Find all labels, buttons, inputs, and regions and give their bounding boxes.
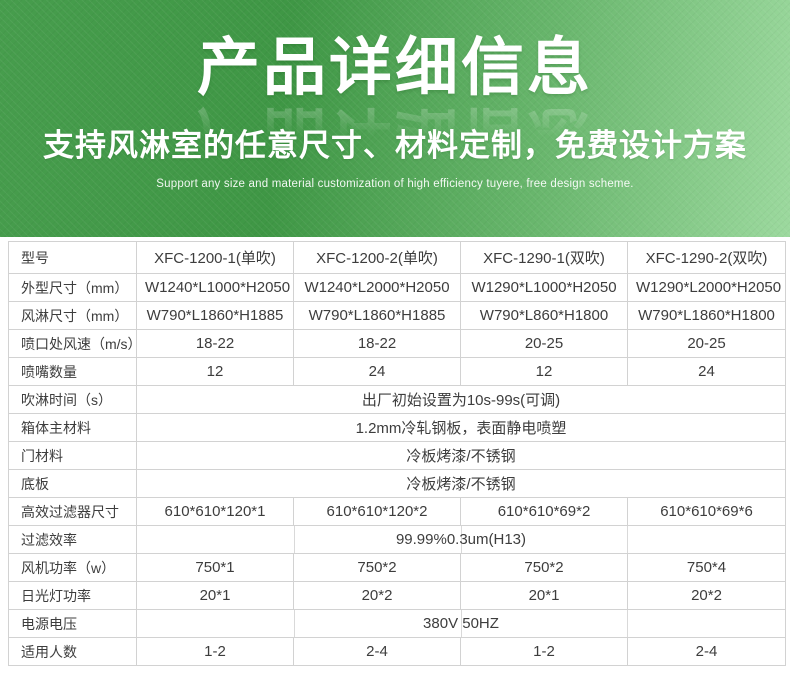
spec-cell: 20-25	[460, 329, 628, 358]
spec-cell: 20*1	[460, 581, 628, 610]
spec-cell: 750*2	[460, 553, 628, 582]
spec-cell: 1-2	[460, 637, 628, 666]
spec-cell: XFC-1290-2(双吹)	[627, 241, 786, 274]
spec-cell-merged: 冷板烤漆/不锈钢	[136, 469, 786, 498]
spec-cell: W790*L1860*H1885	[136, 301, 294, 330]
spec-row-nozzle-count: 喷嘴数量 12 24 12 24	[8, 357, 786, 386]
spec-row-label: 过滤效率	[8, 525, 137, 554]
spec-cell-merged: 冷板烤漆/不锈钢	[136, 441, 786, 470]
spec-cell: XFC-1200-1(单吹)	[136, 241, 294, 274]
spec-row-label: 风机功率（w）	[8, 553, 137, 582]
spec-cell: W790*L860*H1800	[460, 301, 628, 330]
spec-cell: 24	[293, 357, 461, 386]
spec-row-label: 底板	[8, 469, 137, 498]
spec-cell: 20-25	[627, 329, 786, 358]
spec-cell: 750*1	[136, 553, 294, 582]
spec-cell: 20*1	[136, 581, 294, 610]
spec-row-label: 适用人数	[8, 637, 137, 666]
spec-table: 型号 XFC-1200-1(单吹) XFC-1200-2(单吹) XFC-129…	[8, 241, 786, 666]
spec-cell-merged: 380V 50HZ	[136, 609, 786, 638]
spec-cell: 18-22	[136, 329, 294, 358]
spec-cell: 1-2	[136, 637, 294, 666]
spec-row-door-material: 门材料 冷板烤漆/不锈钢	[8, 441, 786, 470]
spec-cell: 750*4	[627, 553, 786, 582]
spec-cell: 610*610*69*6	[627, 497, 786, 526]
spec-cell: 2-4	[293, 637, 461, 666]
spec-cell-merged: 99.99%0.3um(H13)	[136, 525, 786, 554]
spec-row-label: 风淋尺寸（mm）	[8, 301, 137, 330]
spec-row-lamp-power: 日光灯功率 20*1 20*2 20*1 20*2	[8, 581, 786, 610]
spec-cell: W1290*L2000*H2050	[627, 273, 786, 302]
spec-cell: 610*610*69*2	[460, 497, 628, 526]
page-subtitle-english: Support any size and material customizat…	[156, 178, 634, 190]
spec-row-fan-power: 风机功率（w） 750*1 750*2 750*2 750*4	[8, 553, 786, 582]
spec-cell: XFC-1200-2(单吹)	[293, 241, 461, 274]
spec-row-base-plate: 底板 冷板烤漆/不锈钢	[8, 469, 786, 498]
spec-cell: W790*L1860*H1800	[627, 301, 786, 330]
spec-row-label: 喷口处风速（m/s）	[8, 329, 137, 358]
spec-row-label: 型号	[8, 241, 137, 274]
spec-row-voltage: 电源电压 380V 50HZ	[8, 609, 786, 638]
spec-table-container: 型号 XFC-1200-1(单吹) XFC-1200-2(单吹) XFC-129…	[0, 237, 790, 666]
spec-row-shower-size: 风淋尺寸（mm） W790*L1860*H1885 W790*L1860*H18…	[8, 301, 786, 330]
spec-cell: W1240*L1000*H2050	[136, 273, 294, 302]
spec-row-label: 门材料	[8, 441, 137, 470]
spec-row-label: 箱体主材料	[8, 413, 137, 442]
spec-cell: 610*610*120*1	[136, 497, 294, 526]
spec-cell: 20*2	[293, 581, 461, 610]
spec-row-label: 日光灯功率	[8, 581, 137, 610]
spec-cell: 750*2	[293, 553, 461, 582]
spec-cell: W790*L1860*H1885	[293, 301, 461, 330]
spec-row-filter-size: 高效过滤器尺寸 610*610*120*1 610*610*120*2 610*…	[8, 497, 786, 526]
page-title: 产品详细信息	[197, 33, 593, 103]
spec-cell: XFC-1290-1(双吹)	[460, 241, 628, 274]
spec-row-filter-efficiency: 过滤效率 99.99%0.3um(H13)	[8, 525, 786, 554]
spec-row-outer-size: 外型尺寸（mm） W1240*L1000*H2050 W1240*L2000*H…	[8, 273, 786, 302]
spec-cell-merged: 1.2mm冷轧钢板，表面静电喷塑	[136, 413, 786, 442]
spec-cell: 610*610*120*2	[293, 497, 461, 526]
spec-cell: 24	[627, 357, 786, 386]
page-subtitle: 支持风淋室的任意尺寸、材料定制，免费设计方案	[43, 128, 747, 163]
spec-cell: W1290*L1000*H2050	[460, 273, 628, 302]
spec-cell: 2-4	[627, 637, 786, 666]
spec-row-label: 高效过滤器尺寸	[8, 497, 137, 526]
spec-row-label: 吹淋时间（s）	[8, 385, 137, 414]
spec-cell: 12	[136, 357, 294, 386]
spec-row-blow-time: 吹淋时间（s） 出厂初始设置为10s-99s(可调)	[8, 385, 786, 414]
spec-row-cabinet-material: 箱体主材料 1.2mm冷轧钢板，表面静电喷塑	[8, 413, 786, 442]
spec-row-capacity: 适用人数 1-2 2-4 1-2 2-4	[8, 637, 786, 666]
spec-row-label: 喷嘴数量	[8, 357, 137, 386]
spec-cell: 20*2	[627, 581, 786, 610]
spec-cell-merged: 出厂初始设置为10s-99s(可调)	[136, 385, 786, 414]
spec-row-model: 型号 XFC-1200-1(单吹) XFC-1200-2(单吹) XFC-129…	[8, 241, 786, 274]
spec-row-label: 电源电压	[8, 609, 137, 638]
spec-cell: 18-22	[293, 329, 461, 358]
spec-cell: 12	[460, 357, 628, 386]
spec-row-wind-speed: 喷口处风速（m/s） 18-22 18-22 20-25 20-25	[8, 329, 786, 358]
spec-row-label: 外型尺寸（mm）	[8, 273, 137, 302]
spec-cell: W1240*L2000*H2050	[293, 273, 461, 302]
product-info-banner: 产品详细信息 产品详细信息 支持风淋室的任意尺寸、材料定制，免费设计方案 Sup…	[0, 0, 790, 237]
